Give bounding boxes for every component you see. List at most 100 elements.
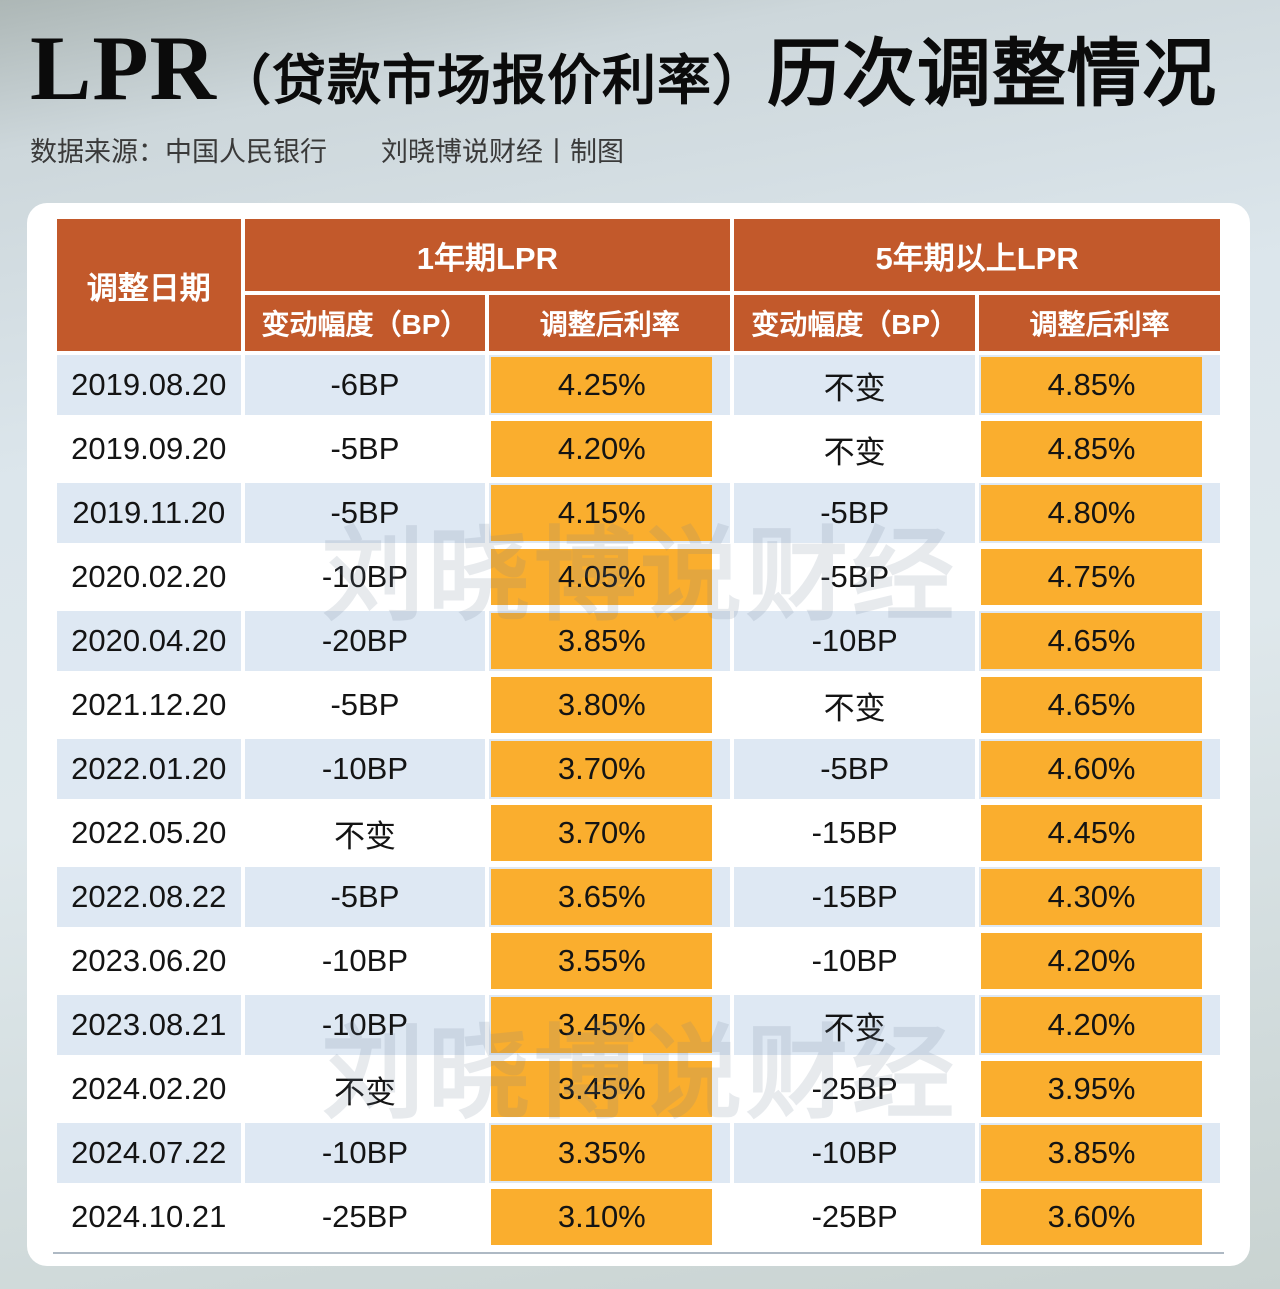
rate-1y-highlight: 3.70% xyxy=(491,805,713,861)
rate-1y-highlight: 3.65% xyxy=(491,869,713,925)
table-row: 2022.08.22 -5BP 3.65% -15BP 4.30% xyxy=(57,867,1220,927)
change-5y-cell: -10BP xyxy=(734,931,976,991)
rate-1y-cell: 3.80% xyxy=(489,675,731,735)
rate-1y-cell: 3.70% xyxy=(489,803,731,863)
rate-1y-cell: 3.65% xyxy=(489,867,731,927)
title-lpr: LPR xyxy=(30,17,217,119)
rate-1y-highlight: 3.45% xyxy=(491,997,713,1053)
rate-5y-cell: 4.30% xyxy=(979,867,1220,927)
rate-1y-highlight: 4.15% xyxy=(491,485,713,541)
page-title: LPR（贷款市场报价利率）历次调整情况 xyxy=(30,22,1250,114)
rate-1y-cell: 4.20% xyxy=(489,419,731,479)
table-row: 2019.09.20 -5BP 4.20% 不变 4.85% xyxy=(57,419,1220,479)
change-5y-cell: 不变 xyxy=(734,419,976,479)
credit-label: 刘晓博说财经丨制图 xyxy=(381,137,624,167)
rate-1y-highlight: 3.10% xyxy=(491,1189,713,1245)
change-5y-cell: -5BP xyxy=(734,739,976,799)
rate-5y-cell: 4.45% xyxy=(979,803,1220,863)
change-1y-cell: -20BP xyxy=(244,611,486,671)
change-1y-cell: -6BP xyxy=(244,355,486,415)
rate-1y-cell: 3.70% xyxy=(489,739,731,799)
date-cell: 2019.09.20 xyxy=(57,419,241,479)
table-row: 2020.04.20 -20BP 3.85% -10BP 4.65% xyxy=(57,611,1220,671)
header-change-bp-5y: 变动幅度（BP） xyxy=(734,295,976,351)
table-row: 2023.06.20 -10BP 3.55% -10BP 4.20% xyxy=(57,931,1220,991)
change-5y-cell: -25BP xyxy=(734,1187,976,1247)
rate-1y-cell: 4.15% xyxy=(489,483,731,543)
rate-5y-highlight: 4.75% xyxy=(981,549,1202,605)
rate-1y-cell: 3.45% xyxy=(489,1059,731,1119)
header-group-1y-lpr: 1年期LPR xyxy=(244,219,731,291)
table-card: 调整日期 1年期LPR 5年期以上LPR 变动幅度（BP） 调整后利率 变动幅度… xyxy=(27,203,1250,1266)
change-1y-cell: -5BP xyxy=(244,483,486,543)
date-cell: 2023.08.21 xyxy=(57,995,241,1055)
change-1y-cell: -10BP xyxy=(244,995,486,1055)
header-adjust-date: 调整日期 xyxy=(57,219,241,351)
rate-5y-highlight: 4.65% xyxy=(981,677,1202,733)
rate-5y-cell: 4.85% xyxy=(979,355,1220,415)
rate-5y-cell: 4.20% xyxy=(979,995,1220,1055)
rate-1y-highlight: 3.70% xyxy=(491,741,713,797)
table-row: 2022.05.20 不变 3.70% -15BP 4.45% xyxy=(57,803,1220,863)
table-row: 2022.01.20 -10BP 3.70% -5BP 4.60% xyxy=(57,739,1220,799)
date-cell: 2022.01.20 xyxy=(57,739,241,799)
lpr-table: 调整日期 1年期LPR 5年期以上LPR 变动幅度（BP） 调整后利率 变动幅度… xyxy=(53,215,1224,1251)
data-source-label: 数据来源：中国人民银行 xyxy=(30,137,327,167)
rate-5y-cell: 4.80% xyxy=(979,483,1220,543)
date-cell: 2019.08.20 xyxy=(57,355,241,415)
change-5y-cell: 不变 xyxy=(734,355,976,415)
change-1y-cell: -5BP xyxy=(244,867,486,927)
rate-5y-cell: 4.60% xyxy=(979,739,1220,799)
rate-1y-cell: 3.45% xyxy=(489,995,731,1055)
date-cell: 2024.02.20 xyxy=(57,1059,241,1119)
table-row: 2019.11.20 -5BP 4.15% -5BP 4.80% xyxy=(57,483,1220,543)
rate-5y-highlight: 3.60% xyxy=(981,1189,1202,1245)
rate-5y-highlight: 4.20% xyxy=(981,997,1202,1053)
rate-5y-highlight: 4.85% xyxy=(981,421,1202,477)
change-5y-cell: 不变 xyxy=(734,995,976,1055)
date-cell: 2022.08.22 xyxy=(57,867,241,927)
rate-1y-highlight: 3.85% xyxy=(491,613,713,669)
rate-5y-highlight: 3.85% xyxy=(981,1125,1202,1181)
rate-5y-highlight: 4.60% xyxy=(981,741,1202,797)
rate-1y-highlight: 3.35% xyxy=(491,1125,713,1181)
source-line: 数据来源：中国人民银行 刘晓博说财经丨制图 xyxy=(30,130,1250,169)
date-cell: 2024.10.21 xyxy=(57,1187,241,1247)
rate-5y-cell: 4.65% xyxy=(979,611,1220,671)
table-head: 调整日期 1年期LPR 5年期以上LPR 变动幅度（BP） 调整后利率 变动幅度… xyxy=(57,219,1220,351)
rate-1y-highlight: 4.25% xyxy=(491,357,713,413)
change-5y-cell: -10BP xyxy=(734,1123,976,1183)
rate-5y-cell: 4.20% xyxy=(979,931,1220,991)
table-row: 2021.12.20 -5BP 3.80% 不变 4.65% xyxy=(57,675,1220,735)
table-row: 2020.02.20 -10BP 4.05% -5BP 4.75% xyxy=(57,547,1220,607)
header-adjusted-rate-1y: 调整后利率 xyxy=(489,295,731,351)
change-1y-cell: -10BP xyxy=(244,931,486,991)
change-5y-cell: -5BP xyxy=(734,483,976,543)
rate-5y-highlight: 4.85% xyxy=(981,357,1202,413)
table-row: 2019.08.20 -6BP 4.25% 不变 4.85% xyxy=(57,355,1220,415)
change-1y-cell: -5BP xyxy=(244,419,486,479)
rate-1y-highlight: 3.55% xyxy=(491,933,713,989)
change-5y-cell: -5BP xyxy=(734,547,976,607)
rate-5y-highlight: 4.30% xyxy=(981,869,1202,925)
rate-5y-cell: 4.65% xyxy=(979,675,1220,735)
change-5y-cell: -15BP xyxy=(734,867,976,927)
rate-5y-highlight: 4.45% xyxy=(981,805,1202,861)
rate-1y-cell: 3.35% xyxy=(489,1123,731,1183)
header: LPR（贷款市场报价利率）历次调整情况 数据来源：中国人民银行 刘晓博说财经丨制图 xyxy=(0,0,1280,169)
change-1y-cell: -10BP xyxy=(244,1123,486,1183)
rate-5y-cell: 3.95% xyxy=(979,1059,1220,1119)
rate-1y-cell: 4.25% xyxy=(489,355,731,415)
change-5y-cell: 不变 xyxy=(734,675,976,735)
rate-5y-cell: 3.85% xyxy=(979,1123,1220,1183)
table-body: 2019.08.20 -6BP 4.25% 不变 4.85% 2019.09.2… xyxy=(57,355,1220,1247)
change-1y-cell: -25BP xyxy=(244,1187,486,1247)
rate-5y-highlight: 3.95% xyxy=(981,1061,1202,1117)
rate-1y-cell: 4.05% xyxy=(489,547,731,607)
rate-5y-cell: 4.85% xyxy=(979,419,1220,479)
date-cell: 2020.04.20 xyxy=(57,611,241,671)
rate-1y-highlight: 4.20% xyxy=(491,421,713,477)
rate-1y-cell: 3.85% xyxy=(489,611,731,671)
table-row: 2024.10.21 -25BP 3.10% -25BP 3.60% xyxy=(57,1187,1220,1247)
